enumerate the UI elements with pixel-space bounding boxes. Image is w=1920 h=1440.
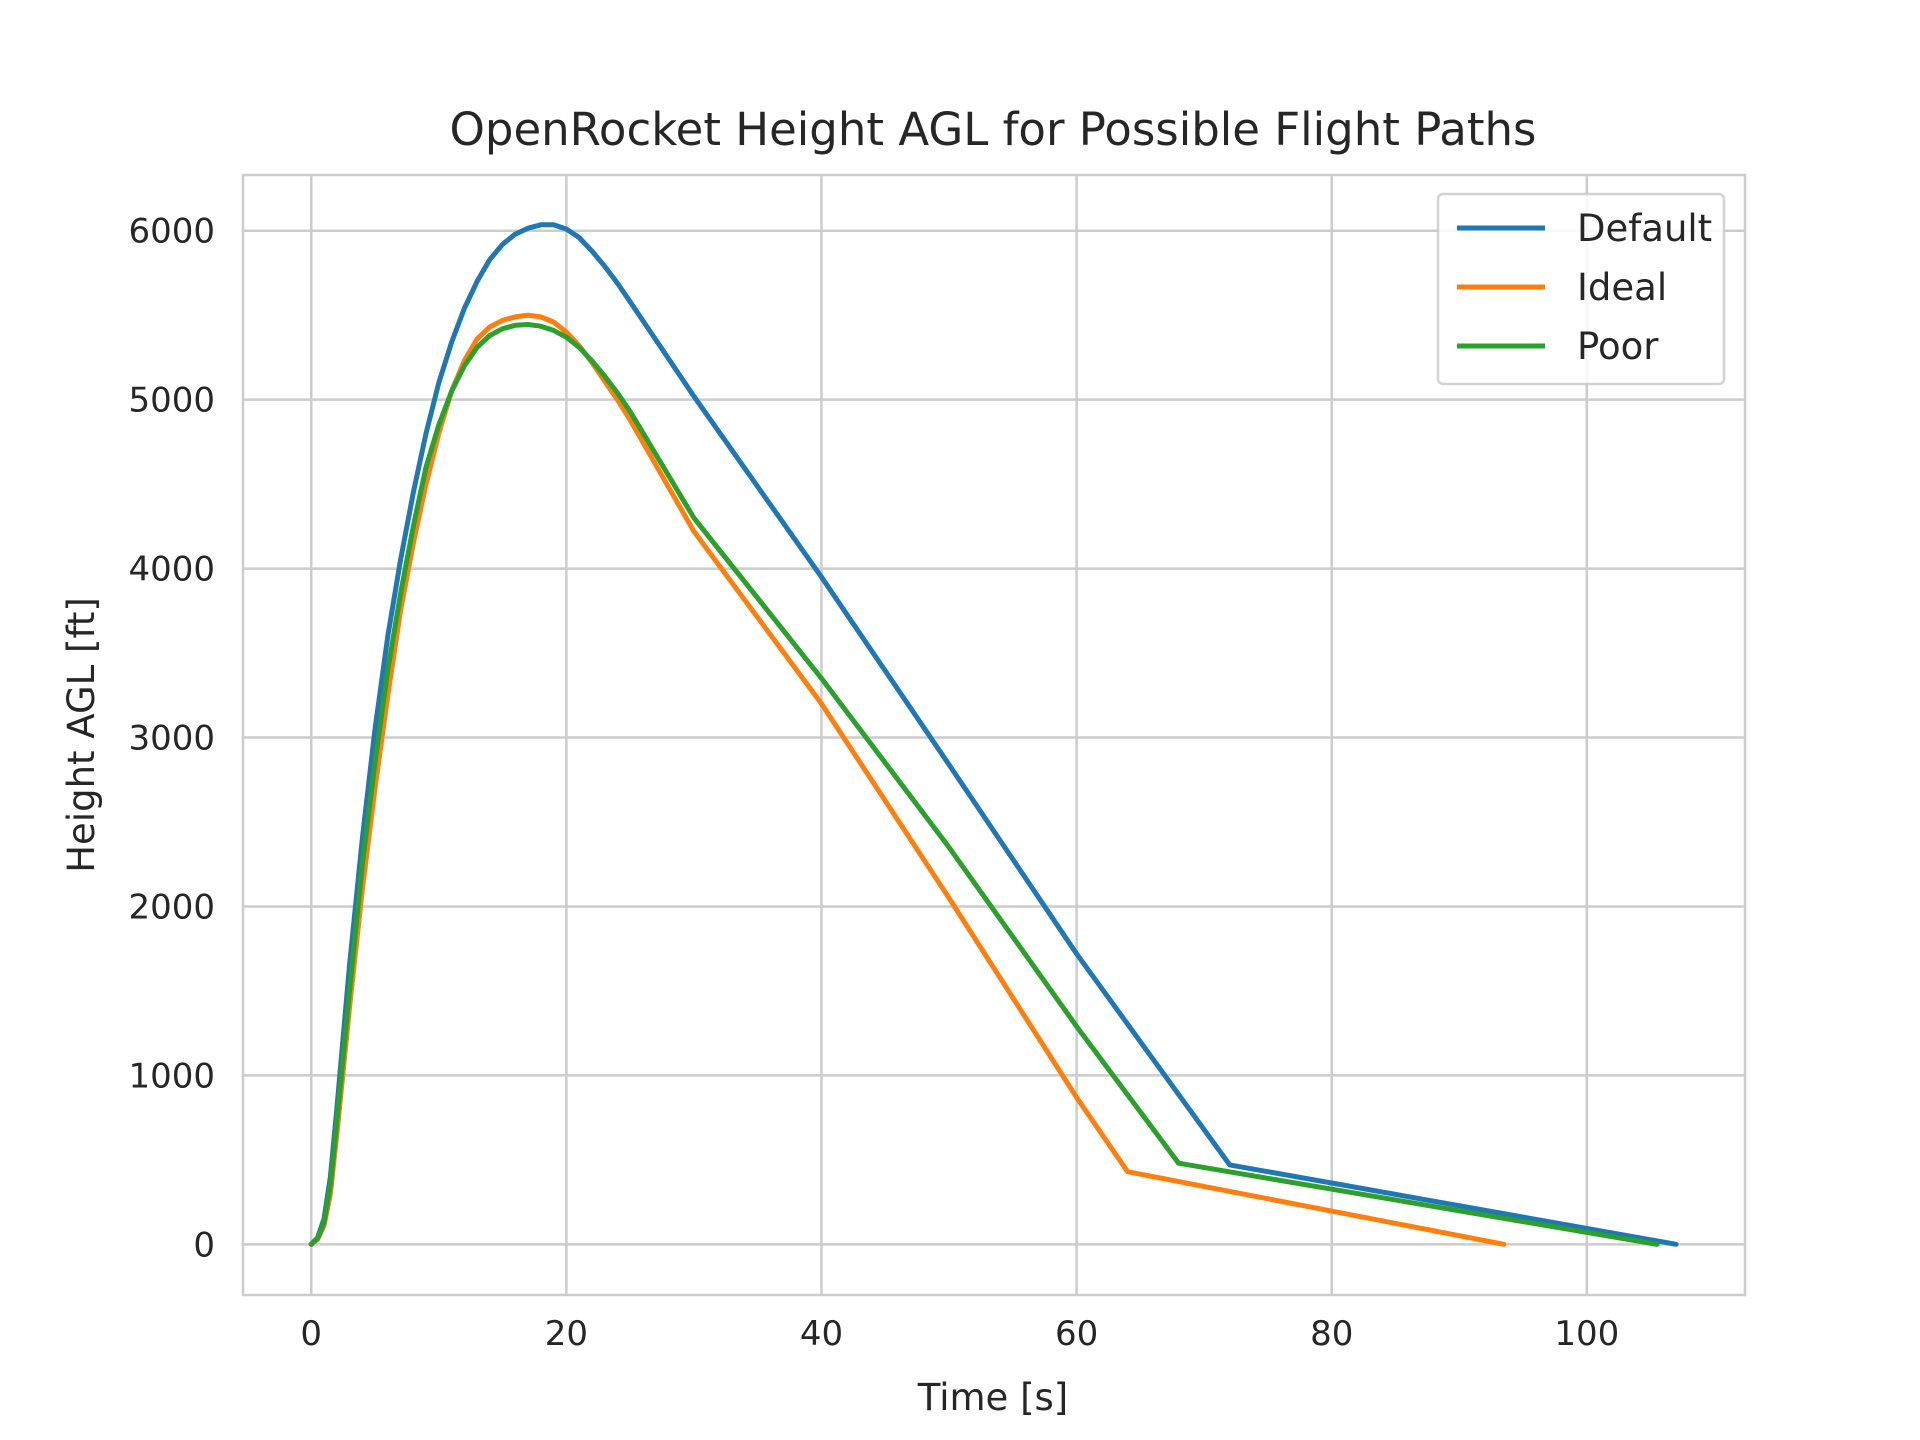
series-line-poor — [308, 322, 1660, 1247]
legend-box — [1436, 192, 1726, 386]
series-line-default — [308, 222, 1679, 1247]
legend: Default Ideal Poor — [1436, 192, 1726, 386]
x-tick-label: 20 — [545, 1314, 588, 1354]
legend-items: Default Ideal Poor — [1457, 207, 1712, 368]
x-axis-label: Time [s] — [917, 1376, 1068, 1419]
y-tick-label: 6000 — [128, 212, 215, 252]
legend-label-default: Default — [1577, 207, 1712, 250]
x-tick-label: 40 — [800, 1314, 843, 1354]
y-tick-label: 4000 — [128, 550, 215, 590]
y-tick-label: 1000 — [128, 1056, 215, 1096]
x-tick-label: 60 — [1055, 1314, 1098, 1354]
chart-title: OpenRocket Height AGL for Possible Fligh… — [449, 103, 1536, 156]
y-tick-label: 2000 — [128, 887, 215, 927]
x-tick-label: 80 — [1310, 1314, 1353, 1354]
y-tick-label: 0 — [193, 1225, 215, 1265]
series-lines — [308, 222, 1679, 1247]
x-tick-label: 0 — [300, 1314, 322, 1354]
y-tick-label: 3000 — [128, 719, 215, 759]
y-tick-label: 5000 — [128, 381, 215, 421]
x-tick-label: 100 — [1554, 1314, 1619, 1354]
legend-label-ideal: Ideal — [1577, 266, 1667, 309]
legend-label-poor: Poor — [1577, 325, 1659, 368]
y-axis-label: Height AGL [ft] — [60, 597, 103, 873]
x-tick-labels: 0 20 40 60 80 100 — [300, 1314, 1619, 1354]
y-tick-labels: 0 1000 2000 3000 4000 5000 6000 — [128, 212, 215, 1266]
